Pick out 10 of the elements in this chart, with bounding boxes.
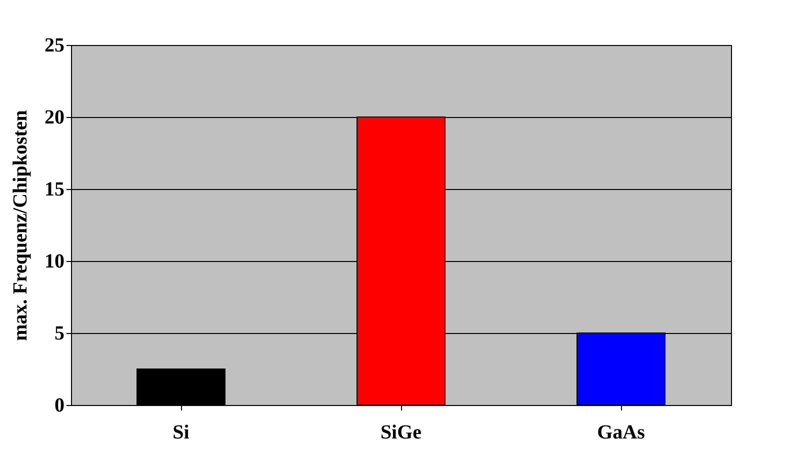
x-tick-label: SiGe (380, 422, 422, 444)
x-tick-label: Si (172, 422, 190, 444)
y-tick-label: 15 (44, 178, 64, 200)
y-tick-label: 25 (44, 34, 64, 56)
y-tick-label: 5 (54, 322, 64, 344)
y-tick-label: 20 (44, 106, 64, 128)
y-axis-title: max. Frequenz/Chipkosten (10, 110, 32, 341)
x-tick-label: GaAs (597, 422, 646, 444)
y-tick-label: 10 (44, 250, 64, 272)
y-tick-label: 0 (54, 394, 64, 416)
